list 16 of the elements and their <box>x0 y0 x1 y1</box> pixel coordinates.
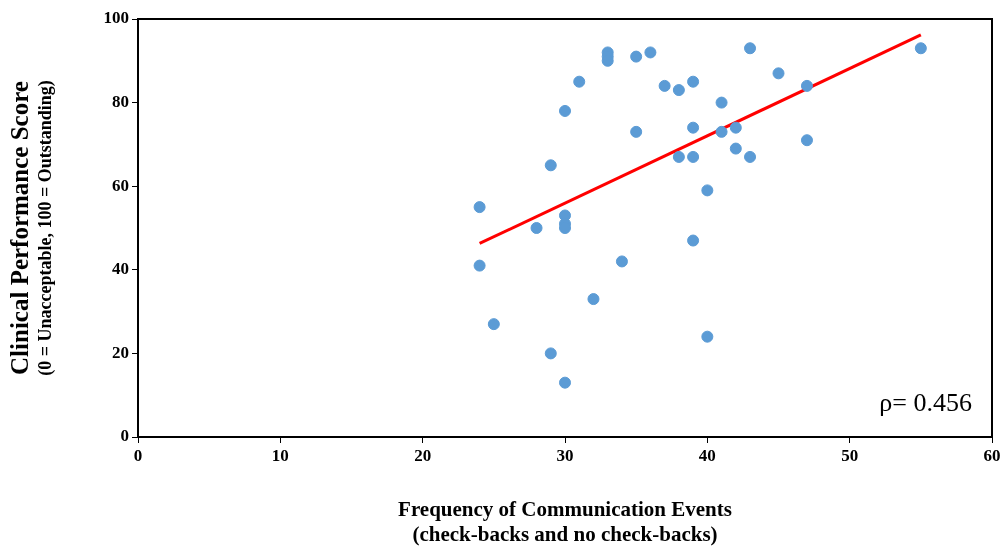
y-tick-label: 60 <box>112 175 129 195</box>
x-tick-label: 20 <box>414 445 432 465</box>
x-tick-label: 60 <box>983 445 1001 465</box>
x-tick-label: 0 <box>133 445 143 465</box>
y-tick-label: 20 <box>112 342 129 362</box>
annotation: ρ= 0.456 <box>879 387 972 417</box>
y-axis-title: Clinical Performance Score (0 = Unacceptable, 100 = Outstanding) <box>6 80 56 376</box>
x-tick-label: 40 <box>698 445 716 465</box>
y-tick-label: 80 <box>112 91 129 111</box>
x-tick-label: 10 <box>271 445 289 465</box>
x-axis-title: Frequency of Communication Events (check-backs and no check-backs) <box>398 496 732 546</box>
x-tick-label: 50 <box>841 445 859 465</box>
y-tick-label: 0 <box>120 426 129 446</box>
y-tick-label: 40 <box>112 259 129 279</box>
y-tick-label: 100 <box>103 8 129 28</box>
x-tick-label: 30 <box>556 445 574 465</box>
